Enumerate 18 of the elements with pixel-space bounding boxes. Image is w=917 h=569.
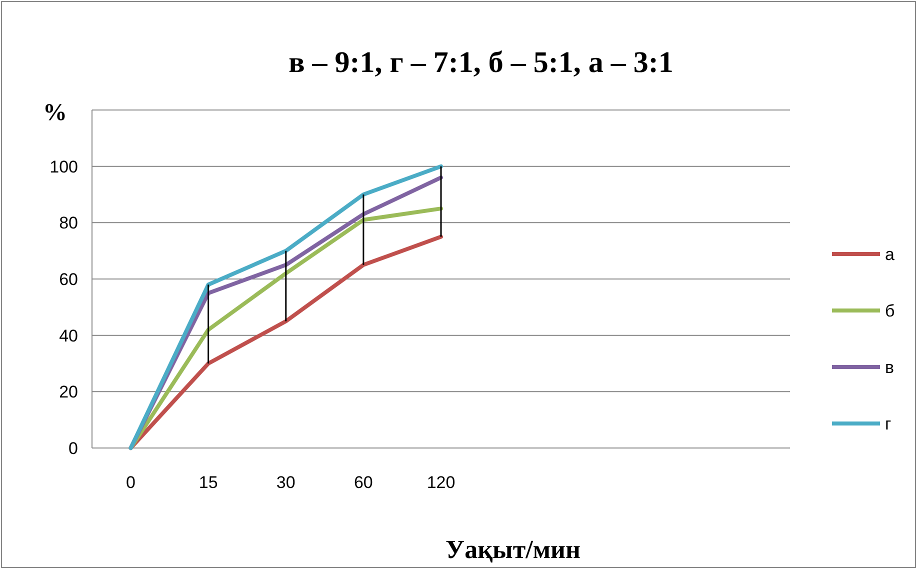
x-tick-label: 15 [198, 473, 218, 492]
y-tick-label: 20 [59, 382, 78, 402]
legend-label: в [885, 358, 894, 377]
y-tick-label: 100 [50, 157, 78, 176]
x-tick-label: 60 [354, 473, 373, 492]
legend-label: б [885, 301, 895, 320]
x-axis-title: Уақыт/мин [445, 535, 581, 564]
chart-title: в – 9:1, г – 7:1, б – 5:1, а – 3:1 [288, 46, 674, 79]
y-tick-label: 80 [59, 214, 78, 233]
y-axis-title: % [43, 100, 67, 126]
y-tick-label: 0 [68, 438, 78, 458]
legend-label: г [885, 414, 892, 434]
y-tick-label: 60 [59, 270, 78, 289]
x-tick-label: 30 [276, 473, 296, 492]
legend-label: а [885, 244, 895, 264]
y-tick-label: 40 [59, 326, 78, 346]
x-tick-label: 120 [426, 473, 456, 492]
x-tick-label: 0 [126, 473, 136, 492]
